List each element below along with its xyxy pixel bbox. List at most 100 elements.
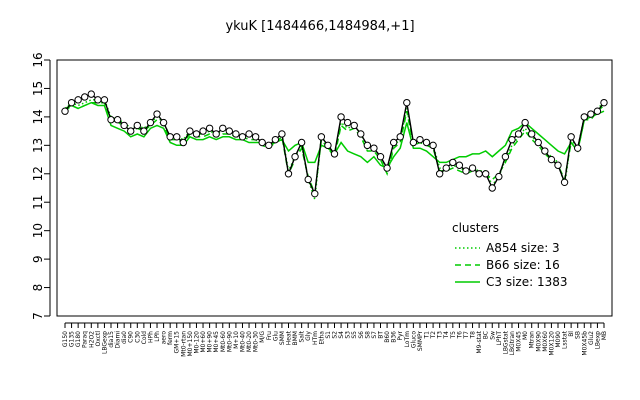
data-point [173, 133, 181, 141]
data-point [541, 147, 549, 155]
data-point [317, 133, 326, 141]
data-point [547, 155, 556, 164]
x-tick-label: M0X60 [542, 331, 549, 352]
x-tick-label: M0+150 [187, 331, 194, 357]
data-point [567, 133, 575, 141]
data-point [251, 133, 260, 141]
data-point [140, 127, 148, 135]
data-point [232, 130, 240, 138]
x-tick-label: SMM [279, 331, 286, 345]
x-tick-label: BT [378, 331, 385, 339]
x-tick-label: ferm [167, 331, 174, 345]
x-tick-label: Mtran [529, 331, 536, 349]
data-point [311, 189, 319, 198]
x-tick-label: S8 [364, 331, 371, 339]
data-point [127, 127, 135, 135]
data-point [271, 135, 280, 144]
x-tick-label: T4 [443, 331, 450, 340]
x-tick-label: M/G [259, 331, 266, 343]
data-point [587, 110, 595, 118]
x-tick-label: M0-120 [193, 331, 200, 354]
x-tick-label: HPh [147, 331, 154, 343]
data-point [475, 170, 483, 178]
x-tick-label: Diami [115, 331, 122, 349]
x-tick-label: LBGexp [101, 331, 108, 354]
series-line-dotted [64, 99, 605, 200]
y-tick-label: 13 [31, 138, 45, 153]
data-point [61, 107, 69, 115]
y-tick-label: 10 [31, 223, 45, 238]
x-tick-label: LPh [154, 331, 161, 342]
x-axis: G150 G135 G180 Paraq H2O2 Oxctl LBGexp dia15 Dia… [62, 322, 608, 357]
data-point [508, 135, 516, 144]
x-tick-label: M9-stat [476, 330, 483, 353]
data-point [330, 150, 339, 158]
data-point [468, 164, 477, 172]
x-tick-label: M0X90 [535, 331, 542, 352]
data-point [501, 153, 510, 161]
data-point [284, 170, 293, 178]
y-tick-label: 14 [31, 109, 45, 124]
data-point [514, 130, 523, 138]
data-point [278, 130, 286, 138]
x-tick-label: Heat [285, 330, 292, 345]
y-tick-label: 16 [31, 52, 45, 67]
y-tick-label: 15 [31, 81, 45, 96]
data-point [574, 144, 582, 152]
x-tick-label: M+10 [233, 331, 240, 349]
x-tick-label: C90 [128, 331, 135, 343]
data-point [94, 96, 102, 104]
x-tick-label: Fru [266, 331, 273, 340]
x-tick-label: M0+90 [207, 331, 214, 353]
data-point [205, 124, 214, 132]
data-point [100, 96, 109, 104]
legend: clusters A854 size: 3 B66 size: 16 C3 size… [452, 221, 568, 289]
data-point [74, 96, 82, 104]
data-point [534, 138, 542, 147]
y-axis: 7 8 9 10 11 12 13 14 15 16 [31, 52, 51, 320]
data-point [258, 138, 266, 147]
x-tick-label: S5 [351, 331, 358, 339]
data-point [389, 138, 398, 147]
data-point [219, 124, 227, 132]
y-tick-label: 7 [31, 312, 45, 320]
data-point [81, 93, 89, 101]
x-tick-label: dia0 [121, 331, 128, 344]
data-point [350, 121, 358, 130]
x-tick-label: LPhT [496, 331, 503, 346]
data-point [324, 141, 332, 150]
data-point [442, 164, 450, 172]
x-tick-label: T8 [470, 331, 477, 340]
series-lines [64, 99, 605, 200]
x-tick-label: Etha [318, 331, 325, 345]
data-point [449, 158, 457, 167]
data-point [159, 118, 168, 127]
x-tick-label: Glu [272, 331, 279, 341]
x-tick-label: M0X120 [548, 331, 555, 356]
x-tick-label: B36 [391, 331, 398, 343]
x-tick-label: Gluco [410, 331, 417, 348]
series-line-solid [64, 101, 605, 170]
x-tick-label: LBGstat [502, 330, 509, 354]
data-point [462, 167, 470, 175]
x-tick-label: LoTm [404, 331, 411, 348]
x-tick-label: MB [601, 331, 608, 340]
data-point [600, 98, 608, 107]
data-point [212, 130, 220, 138]
data-point [343, 118, 352, 127]
x-tick-label: T5 [450, 331, 457, 340]
x-tick-label: Gly [305, 331, 312, 341]
data-point [383, 164, 391, 172]
x-tick-label: Bl [568, 331, 575, 337]
data-point [291, 153, 299, 161]
x-tick-label: T6 [456, 331, 463, 340]
x-tick-label: T1 [424, 331, 431, 340]
x-tick-label: LBGtran [509, 331, 516, 355]
x-tick-label: G135 [69, 331, 76, 347]
x-tick-label: Lsstat [562, 330, 569, 349]
x-tick-label: G150 [62, 331, 69, 347]
data-point [560, 178, 569, 187]
data-point [521, 118, 529, 127]
y-tick-label: 9 [31, 255, 45, 263]
